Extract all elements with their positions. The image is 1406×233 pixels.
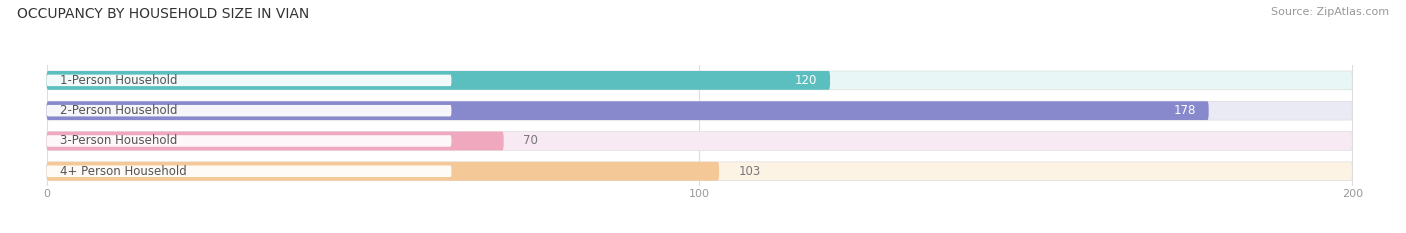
Text: Source: ZipAtlas.com: Source: ZipAtlas.com (1271, 7, 1389, 17)
Text: OCCUPANCY BY HOUSEHOLD SIZE IN VIAN: OCCUPANCY BY HOUSEHOLD SIZE IN VIAN (17, 7, 309, 21)
Text: 70: 70 (523, 134, 538, 147)
FancyBboxPatch shape (46, 132, 1353, 150)
FancyBboxPatch shape (46, 101, 1209, 120)
Text: 103: 103 (738, 165, 761, 178)
FancyBboxPatch shape (46, 71, 830, 90)
FancyBboxPatch shape (46, 71, 1353, 90)
Text: 1-Person Household: 1-Person Household (60, 74, 177, 87)
FancyBboxPatch shape (46, 135, 451, 147)
FancyBboxPatch shape (46, 162, 718, 181)
FancyBboxPatch shape (46, 101, 1353, 120)
FancyBboxPatch shape (46, 162, 1353, 181)
Text: 4+ Person Household: 4+ Person Household (60, 165, 187, 178)
Text: 3-Person Household: 3-Person Household (60, 134, 177, 147)
FancyBboxPatch shape (46, 132, 503, 150)
Text: 178: 178 (1173, 104, 1195, 117)
FancyBboxPatch shape (46, 105, 451, 116)
FancyBboxPatch shape (46, 165, 451, 177)
Text: 120: 120 (794, 74, 817, 87)
Text: 2-Person Household: 2-Person Household (60, 104, 177, 117)
FancyBboxPatch shape (46, 75, 451, 86)
